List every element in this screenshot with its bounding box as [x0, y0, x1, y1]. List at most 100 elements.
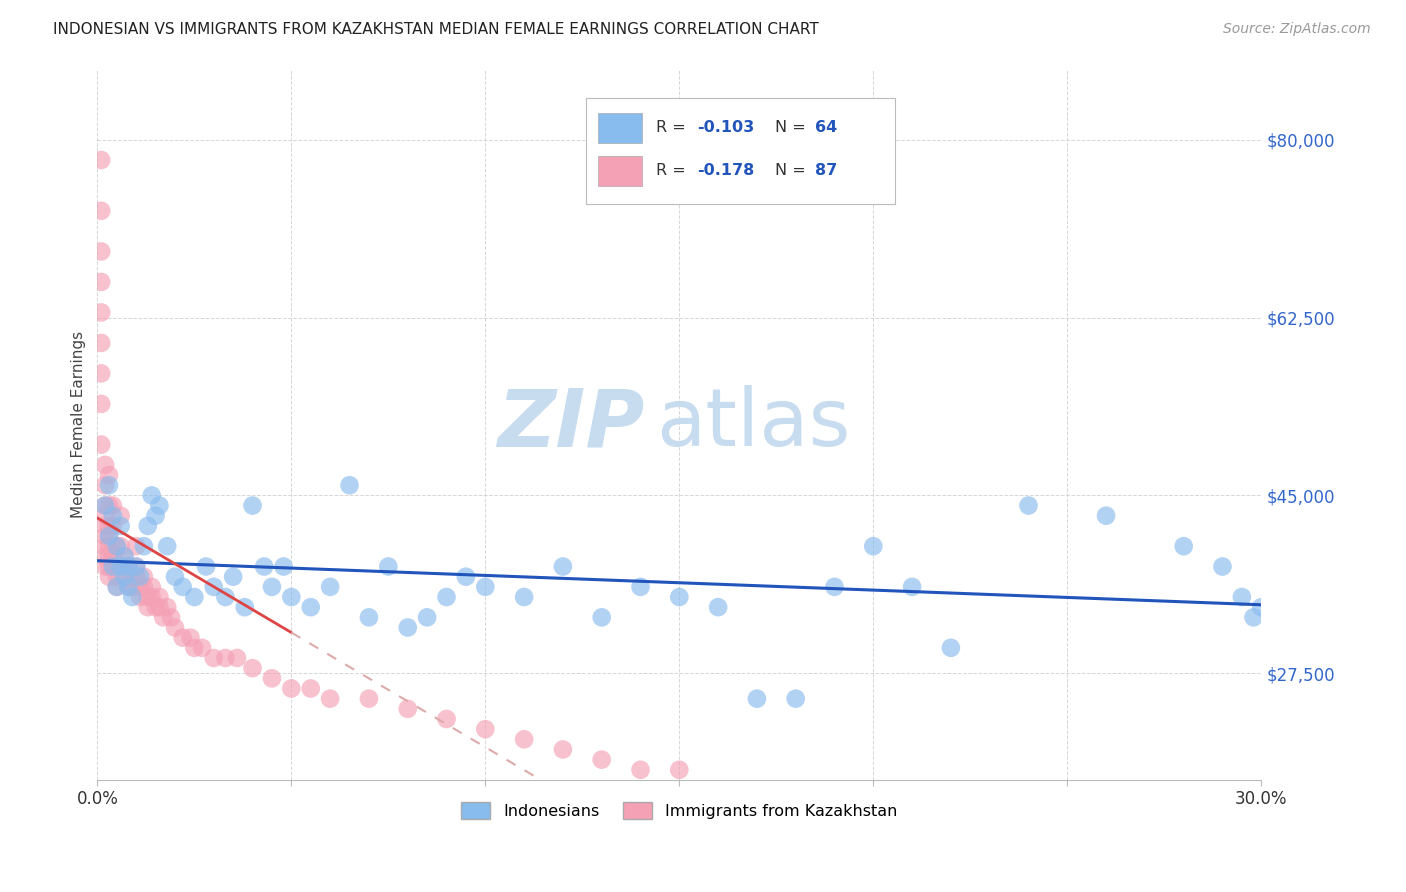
Point — [105, 539, 128, 553]
FancyBboxPatch shape — [598, 113, 643, 144]
Point — [136, 519, 159, 533]
Point — [94, 559, 117, 574]
Text: 87: 87 — [815, 162, 838, 178]
Point — [357, 691, 380, 706]
Point — [136, 600, 159, 615]
Point — [98, 559, 121, 574]
Point — [101, 559, 124, 574]
Point — [110, 559, 132, 574]
Point — [172, 631, 194, 645]
Point — [183, 640, 205, 655]
Point — [1095, 508, 1118, 523]
Point — [630, 763, 652, 777]
Point — [179, 631, 201, 645]
Point — [202, 651, 225, 665]
Point — [105, 580, 128, 594]
Point — [132, 580, 155, 594]
Point — [90, 367, 112, 381]
Point — [242, 661, 264, 675]
Point — [105, 580, 128, 594]
Point — [862, 539, 884, 553]
Point — [1230, 590, 1253, 604]
Point — [90, 203, 112, 218]
Point — [117, 580, 139, 594]
Point — [136, 590, 159, 604]
Point — [148, 600, 170, 615]
Point — [98, 529, 121, 543]
Point — [551, 559, 574, 574]
Point — [105, 570, 128, 584]
Point — [191, 640, 214, 655]
Point — [90, 305, 112, 319]
Point — [110, 508, 132, 523]
Point — [94, 539, 117, 553]
Point — [396, 620, 419, 634]
Legend: Indonesians, Immigrants from Kazakhstan: Indonesians, Immigrants from Kazakhstan — [456, 796, 904, 825]
Point — [90, 275, 112, 289]
Point — [94, 519, 117, 533]
Point — [513, 590, 536, 604]
Point — [939, 640, 962, 655]
Point — [94, 549, 117, 564]
Point — [129, 580, 152, 594]
Point — [1243, 610, 1265, 624]
Point — [707, 600, 730, 615]
FancyBboxPatch shape — [586, 98, 894, 203]
Point — [94, 508, 117, 523]
Point — [101, 539, 124, 553]
Point — [101, 519, 124, 533]
Point — [141, 590, 163, 604]
Point — [114, 549, 136, 564]
Point — [1211, 559, 1233, 574]
Point — [110, 519, 132, 533]
Point — [94, 499, 117, 513]
Text: -0.178: -0.178 — [697, 162, 754, 178]
Text: Source: ZipAtlas.com: Source: ZipAtlas.com — [1223, 22, 1371, 37]
Point — [125, 559, 148, 574]
Point — [114, 559, 136, 574]
Text: ZIP: ZIP — [496, 385, 644, 463]
Point — [90, 335, 112, 350]
Point — [273, 559, 295, 574]
Point — [98, 570, 121, 584]
Point — [94, 529, 117, 543]
Point — [125, 559, 148, 574]
Point — [105, 559, 128, 574]
Point — [1250, 600, 1272, 615]
Point — [901, 580, 924, 594]
Point — [121, 570, 143, 584]
Point — [145, 508, 167, 523]
Point — [94, 499, 117, 513]
Point — [90, 244, 112, 259]
Point — [202, 580, 225, 594]
Point — [253, 559, 276, 574]
Text: R =: R = — [657, 162, 690, 178]
Point — [141, 580, 163, 594]
Point — [1018, 499, 1040, 513]
Point — [141, 488, 163, 502]
Text: -0.103: -0.103 — [697, 120, 754, 135]
Point — [101, 499, 124, 513]
Point — [163, 620, 186, 634]
Point — [156, 539, 179, 553]
Point — [132, 539, 155, 553]
Point — [299, 600, 322, 615]
Point — [474, 580, 496, 594]
Point — [105, 539, 128, 553]
Point — [101, 549, 124, 564]
Point — [98, 478, 121, 492]
Point — [222, 570, 245, 584]
Point — [319, 691, 342, 706]
Point — [98, 519, 121, 533]
Point — [98, 468, 121, 483]
Point — [114, 570, 136, 584]
Point — [299, 681, 322, 696]
Point — [160, 610, 183, 624]
Point — [226, 651, 249, 665]
Text: N =: N = — [775, 120, 811, 135]
Point — [474, 722, 496, 736]
Text: 64: 64 — [815, 120, 838, 135]
Point — [117, 580, 139, 594]
Point — [90, 397, 112, 411]
Point — [824, 580, 846, 594]
